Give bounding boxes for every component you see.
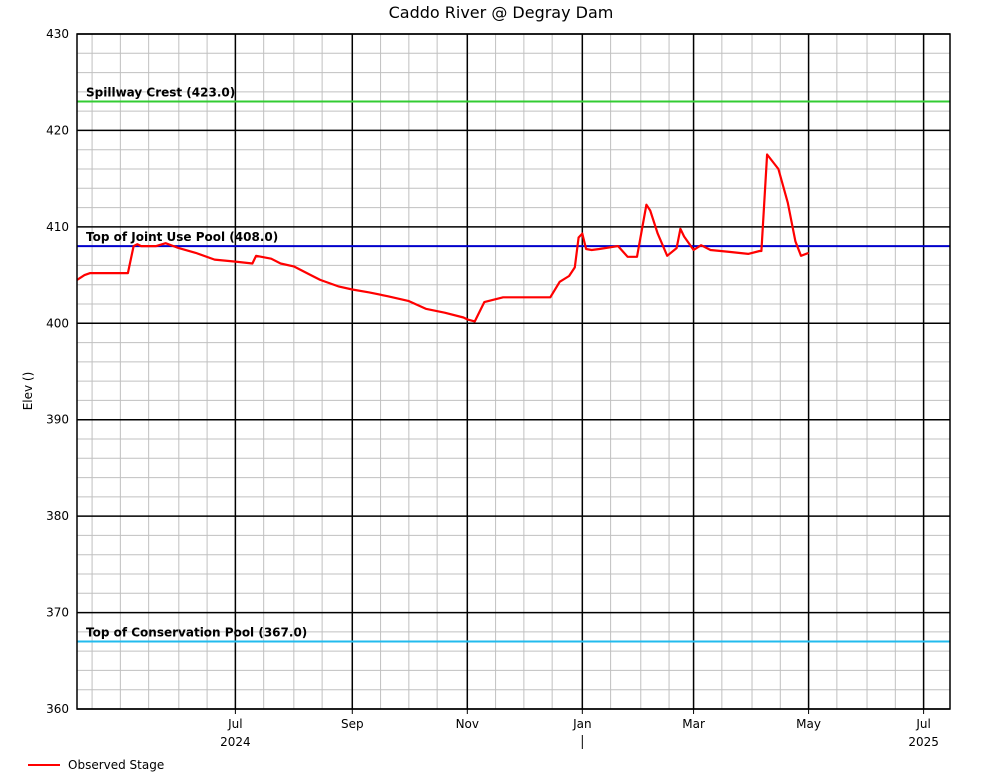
x-tick-label: Sep bbox=[341, 717, 364, 731]
x-tick-label: Jan bbox=[572, 717, 592, 731]
x-year-label: 2024 bbox=[220, 735, 251, 749]
reference-lines: Spillway Crest (423.0) Top of Joint Use P… bbox=[77, 86, 950, 643]
y-tick-label: 370 bbox=[46, 606, 69, 620]
x-year-label: 2025 bbox=[908, 735, 939, 749]
legend: Observed Stage bbox=[28, 758, 164, 772]
x-axis-ticks: Jul Sep Nov Jan Mar May Jul 2024 2025 bbox=[220, 709, 939, 749]
reference-line-label: Spillway Crest (423.0) bbox=[86, 86, 235, 100]
reference-line-label: Top of Conservation Pool (367.0) bbox=[86, 626, 307, 640]
y-tick-label: 410 bbox=[46, 220, 69, 234]
plot-frame bbox=[76, 33, 951, 710]
x-tick-label: May bbox=[796, 717, 821, 731]
chart-title: Caddo River @ Degray Dam bbox=[389, 3, 614, 22]
x-tick-label: Jul bbox=[915, 717, 930, 731]
x-tick-label: Jul bbox=[227, 717, 242, 731]
major-grid bbox=[77, 33, 950, 710]
y-tick-label: 390 bbox=[46, 413, 69, 427]
y-tick-label: 380 bbox=[46, 509, 69, 523]
x-tick-label: Mar bbox=[682, 717, 705, 731]
x-tick-label: Nov bbox=[456, 717, 479, 731]
reference-line-label: Top of Joint Use Pool (408.0) bbox=[86, 230, 278, 244]
y-axis-ticks: 360 370 380 390 400 410 420 430 bbox=[46, 27, 69, 716]
y-axis-label: Elev () bbox=[21, 372, 35, 411]
legend-label: Observed Stage bbox=[68, 758, 164, 772]
y-tick-label: 420 bbox=[46, 123, 69, 137]
y-tick-label: 400 bbox=[46, 316, 69, 330]
series-line bbox=[76, 153, 809, 323]
y-tick-label: 360 bbox=[46, 702, 69, 716]
y-tick-label: 430 bbox=[46, 27, 69, 41]
series-layer bbox=[76, 153, 809, 323]
